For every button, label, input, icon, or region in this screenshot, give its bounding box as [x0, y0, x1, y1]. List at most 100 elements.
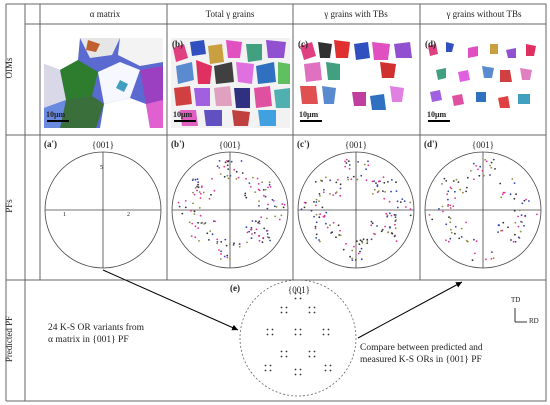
pf-point [367, 164, 370, 167]
pf-point [267, 203, 269, 206]
predicted-point [308, 311, 311, 314]
pf-point [450, 228, 452, 231]
pf-point [383, 181, 386, 184]
grid-lines [5, 3, 547, 402]
pf-point [237, 176, 240, 179]
pf-point [393, 235, 396, 238]
pf-point [503, 191, 506, 194]
pf-point [447, 240, 450, 243]
pf-point [360, 258, 363, 261]
pf-label-b: (b') [171, 139, 185, 149]
pf-point [233, 168, 236, 171]
pf-point [209, 230, 212, 233]
pf-point [323, 214, 326, 217]
pf-point [490, 258, 493, 260]
pf-point [409, 214, 412, 217]
pf-point [245, 177, 247, 180]
pf-point [319, 240, 321, 243]
pf-point [337, 178, 339, 181]
pf-point [344, 165, 347, 168]
predicted-point [280, 311, 283, 314]
pf-point [192, 202, 194, 205]
pf-point [246, 241, 248, 244]
pf-point [390, 214, 393, 217]
pf-point [268, 183, 271, 186]
pf-point [272, 200, 275, 202]
pf-point [249, 186, 252, 188]
pf-point [216, 241, 219, 243]
pf-point [371, 180, 374, 183]
pf-point [383, 197, 386, 200]
predicted-point [285, 311, 288, 314]
pf-point [198, 207, 201, 209]
pf-point [360, 174, 363, 177]
row-label-predicted-pf: Predicted PF [4, 315, 14, 363]
pf-point [458, 237, 461, 240]
pf-point [224, 161, 227, 164]
pf-point [258, 189, 261, 192]
predicted-point [266, 333, 269, 336]
pf-point [281, 203, 284, 205]
pf-point [517, 236, 520, 239]
pf-point [225, 244, 228, 247]
predicted-point [299, 333, 302, 336]
pf-point [494, 168, 496, 170]
pf-point [489, 174, 491, 176]
pf-point [507, 226, 509, 229]
pf-point [213, 189, 216, 192]
pf-point [449, 204, 452, 207]
pf-point [357, 252, 360, 255]
pf-point [528, 200, 530, 202]
pf-point [387, 181, 389, 183]
pf-point [405, 206, 407, 208]
pf-point [223, 165, 226, 168]
pf-point [315, 213, 318, 216]
pf-point [255, 228, 258, 231]
pf-point [485, 258, 487, 261]
pf-point [184, 200, 187, 202]
pf-point [196, 185, 199, 188]
pf-point [240, 160, 243, 162]
predicted-point [299, 373, 302, 376]
pf-point [454, 232, 456, 235]
pf-point [256, 177, 259, 180]
pf-scatter-points [177, 158, 538, 262]
pf-point [394, 220, 397, 223]
pf-point [318, 239, 320, 241]
row-label-oims: OIMs [4, 57, 14, 79]
pf-point [339, 194, 342, 197]
pf-point [249, 228, 252, 231]
pf-point [254, 220, 257, 223]
pf-point [396, 206, 399, 209]
pf-point [345, 158, 348, 161]
predicted-point [285, 355, 288, 358]
right-description-line-2: measured K-S ORs in {001} PF [360, 355, 482, 365]
pf-point [523, 224, 525, 227]
pf-point [409, 208, 412, 211]
right-description-line-1: Compare between predicted and [360, 343, 483, 353]
pf-point [319, 213, 321, 216]
pf-point [251, 220, 254, 222]
predicted-point [313, 311, 316, 314]
pf-point [445, 239, 447, 242]
pf-point [513, 197, 516, 200]
pf-point [366, 240, 369, 242]
pf-point [196, 189, 199, 192]
pf-point [241, 172, 244, 174]
pf-point [267, 186, 269, 189]
pf-point [351, 249, 354, 252]
pf-point [211, 177, 213, 180]
pf-point [536, 213, 538, 216]
pf-point [360, 247, 363, 250]
pf-point [321, 206, 324, 209]
pf-point [449, 207, 452, 209]
pf-point [303, 206, 306, 209]
pf-point [524, 214, 527, 217]
pf-point [350, 178, 353, 181]
pf-point [216, 238, 219, 241]
predicted-point [324, 369, 327, 372]
pf-point [198, 240, 200, 242]
pf-point [366, 242, 369, 245]
pf-point [484, 158, 487, 161]
pf-point [269, 185, 272, 188]
